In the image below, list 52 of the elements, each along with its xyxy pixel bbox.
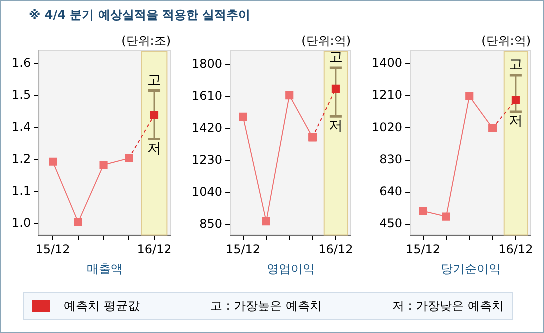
x-axis-title: 매출액: [87, 262, 124, 276]
y-axis-title: (단위:억): [482, 34, 531, 48]
annotation: 저: [508, 114, 523, 130]
y-tick-label: 1.0: [12, 216, 32, 230]
y-tick-label: 1230: [192, 152, 223, 167]
y-tick-label: 1.1: [12, 184, 32, 198]
point: [332, 84, 340, 93]
point: [150, 111, 159, 120]
x-tick-label: 15/12: [36, 242, 70, 257]
y-tick-label: 850: [200, 217, 223, 232]
y-tick-label: 1610: [192, 88, 223, 103]
y-tick-label: 1040: [192, 184, 223, 199]
y-tick-label: 1.4: [12, 120, 32, 134]
y-tick-label: 1.5: [12, 88, 32, 102]
y-axis-title: (단위:조): [122, 34, 171, 48]
point: [466, 92, 474, 100]
point: [442, 212, 450, 221]
text: 고 : 가장높은 예측치: [210, 298, 322, 314]
y-tick-label: 1.6: [12, 56, 32, 70]
x-tick-label: 16/12: [498, 242, 534, 257]
y-tick-label: 1.2: [12, 152, 32, 166]
y-tick-label: 1400: [372, 56, 403, 70]
y-tick-label: 1020: [372, 120, 403, 134]
y-tick-label: 450: [380, 216, 403, 231]
y-tick-label: 1800: [192, 56, 223, 71]
legend-label: 예측치 평균값: [64, 298, 140, 314]
point: [74, 218, 82, 226]
x-axis-title: 당기순이익: [440, 262, 501, 276]
y-tick-label: 1210: [372, 88, 403, 102]
text: 저 : 가장낮은 예측치: [392, 298, 504, 314]
x-axis-title: 영업이익: [266, 262, 315, 276]
point: [239, 112, 248, 121]
annotation: 저: [328, 118, 343, 134]
y-tick-label: 1420: [192, 120, 223, 135]
annotation: 고: [508, 57, 523, 74]
x-tick-label: 16/12: [137, 242, 172, 257]
annotation: 고: [328, 50, 343, 66]
x-tick-label: 15/12: [226, 242, 261, 257]
x-tick-label: 16/12: [318, 242, 354, 257]
x-tick-label: 15/12: [406, 242, 441, 257]
annotation: 고: [148, 72, 162, 88]
point: [262, 218, 270, 226]
point: [100, 161, 108, 170]
y-tick-label: 640: [380, 184, 403, 199]
point: [419, 207, 428, 216]
point: [512, 96, 520, 104]
y-tick-label: 830: [380, 152, 403, 166]
point: [286, 91, 294, 100]
y-axis-title: (단위:억): [302, 34, 351, 48]
chart-title: ※ 4/4 분기 예상실적을 적용한 실적추이: [29, 7, 251, 24]
point: [49, 158, 58, 166]
annotation: 저: [148, 140, 162, 157]
